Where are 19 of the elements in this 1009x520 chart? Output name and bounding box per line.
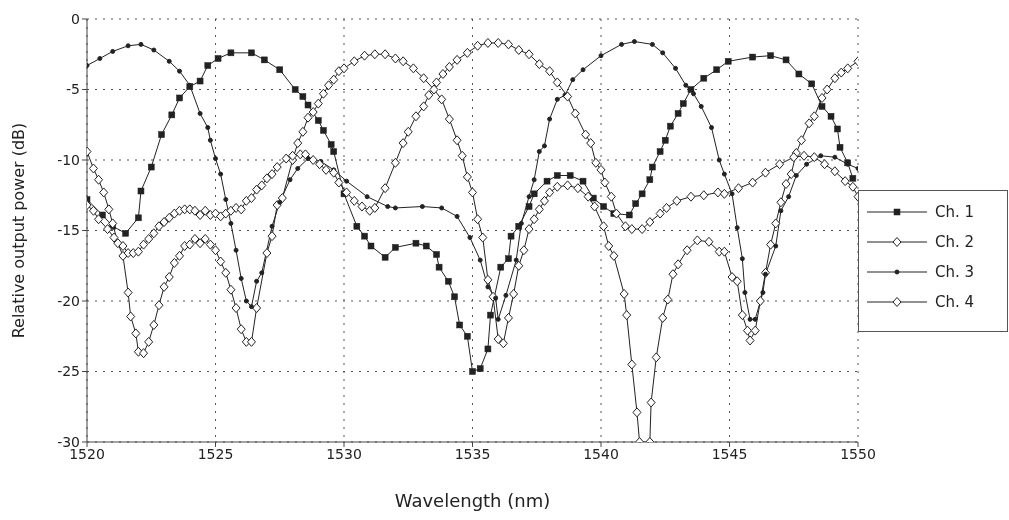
legend-label: Ch. 4	[935, 292, 975, 311]
y-tick-label: -15	[57, 222, 80, 239]
legend-label: Ch. 2	[935, 232, 975, 251]
x-tick-label: 1530	[326, 445, 362, 462]
x-tick-label: 1545	[711, 445, 748, 462]
x-tick-label: 1540	[583, 445, 619, 462]
y-axis-title: Relative output power (dB)	[8, 122, 28, 339]
x-tick-label: 1525	[197, 445, 234, 462]
x-tick-label: 1550	[840, 445, 876, 462]
y-tick-label: -25	[57, 363, 80, 380]
x-axis-title: Wavelength (nm)	[394, 490, 551, 511]
legend-label: Ch. 1	[935, 202, 975, 221]
y-tick-label: 0	[71, 10, 80, 27]
y-tick-label: -20	[57, 292, 80, 309]
legend-label: Ch. 3	[935, 262, 975, 281]
x-tick-label: 1535	[454, 445, 491, 462]
y-tick-label: -5	[66, 81, 80, 98]
y-tick-label: -10	[57, 151, 80, 168]
y-tick-label: -30	[57, 433, 80, 450]
